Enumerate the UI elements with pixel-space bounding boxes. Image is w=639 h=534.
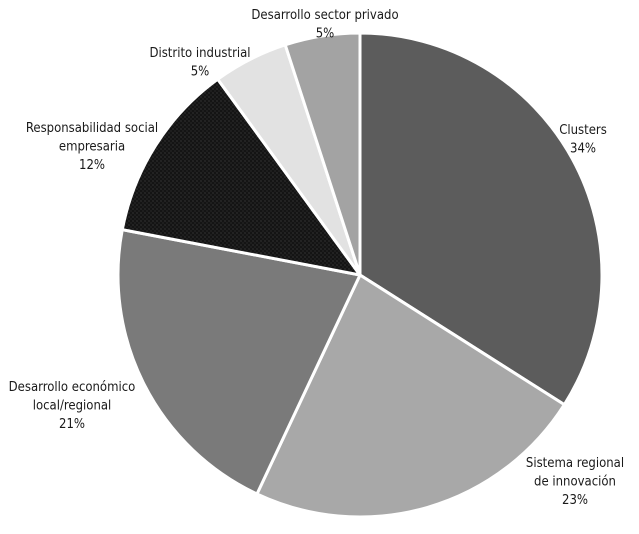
slice-name-line-4-1: Responsabilidad social bbox=[26, 121, 158, 136]
slice-percent-3: 21% bbox=[59, 417, 85, 432]
slice-name-line-2-2: de innovación bbox=[534, 475, 616, 490]
slice-label-3: Desarrollo económico local/regional 21% bbox=[9, 380, 136, 432]
slice-name-line-2-1: Sistema regional bbox=[526, 456, 624, 471]
pie-slice-4 bbox=[120, 77, 362, 277]
slice-label-4: Responsabilidad social empresaria 12% bbox=[26, 121, 158, 173]
pie-slice-6 bbox=[283, 31, 362, 277]
pie-slice-3 bbox=[116, 228, 362, 496]
slice-label-2: Sistema regional de innovación 23% bbox=[526, 456, 624, 508]
slice-label-1: Clusters 34% bbox=[559, 123, 607, 157]
slice-name-line-4-2: empresaria bbox=[59, 140, 125, 155]
slices-layer bbox=[116, 31, 604, 519]
pie-slice-2 bbox=[255, 273, 566, 519]
slice-percent-1: 34% bbox=[570, 142, 596, 157]
slice-name-line-1-1: Clusters bbox=[559, 123, 607, 138]
slice-percent-5: 5% bbox=[191, 65, 210, 80]
slice-percent-2: 23% bbox=[562, 493, 588, 508]
slice-name-line-5-1: Distrito industrial bbox=[149, 46, 250, 61]
slice-name-line-3-2: local/regional bbox=[33, 399, 112, 414]
slice-name-line-6-1: Desarrollo sector privado bbox=[251, 8, 398, 23]
slice-label-5: Distrito industrial 5% bbox=[149, 46, 250, 80]
slice-percent-6: 5% bbox=[316, 27, 335, 42]
slice-percent-4: 12% bbox=[79, 158, 105, 173]
labels-layer: Clusters 34% Sistema regional de innovación… bbox=[9, 8, 624, 508]
slice-label-6: Desarrollo sector privado 5% bbox=[251, 8, 398, 42]
slice-name-line-3-1: Desarrollo económico bbox=[9, 380, 136, 395]
